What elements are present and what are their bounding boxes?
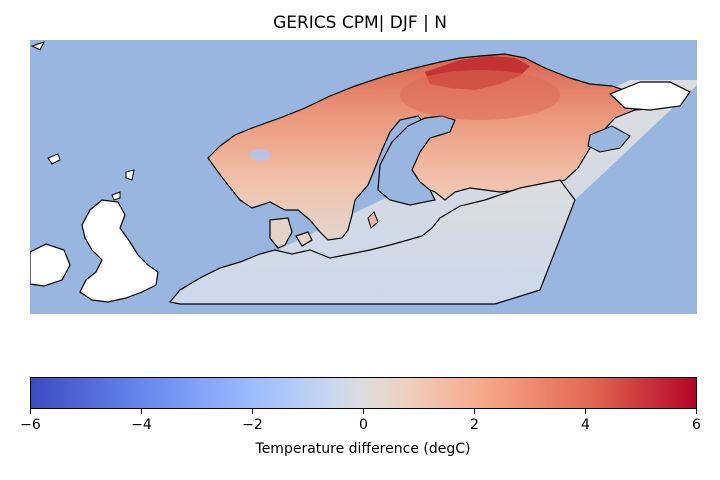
colorbar-tick-mark xyxy=(585,409,586,414)
white-sea xyxy=(587,125,631,153)
colorbar-tick-mark xyxy=(30,409,31,414)
land-orkney xyxy=(111,191,121,201)
land-ireland xyxy=(30,243,71,287)
colorbar-tick-label: 0 xyxy=(359,417,368,433)
land-shetland xyxy=(125,169,135,181)
land-great-britain xyxy=(79,199,159,303)
cool-anomaly-norway xyxy=(250,149,270,161)
gulf-of-bothnia xyxy=(377,115,456,206)
colorbar-tick-mark xyxy=(141,409,142,414)
colorbar xyxy=(30,377,697,409)
colorbar-tick-label: −2 xyxy=(242,417,263,433)
colorbar-tick-mark xyxy=(252,409,253,414)
temperature-difference-map xyxy=(30,40,697,314)
land-gotland xyxy=(367,211,379,229)
colorbar-tick-label: 2 xyxy=(470,417,479,433)
warm-anomaly-mid xyxy=(400,70,560,120)
colorbar-tick-mark xyxy=(696,409,697,414)
land-denmark xyxy=(269,217,293,249)
colorbar-tick-label: 4 xyxy=(581,417,590,433)
land-danish-islands xyxy=(295,231,313,247)
colorbar-label: Temperature difference (degC) xyxy=(255,441,471,457)
colorbar-tick-label: −4 xyxy=(131,417,152,433)
colorbar-tick-mark xyxy=(363,409,364,414)
colorbar-tick-label: −6 xyxy=(20,417,41,433)
figure-title: GERICS CPM| DJF | N xyxy=(273,13,447,33)
land-outside-domain-northeast xyxy=(608,81,691,111)
colorbar-tick-mark xyxy=(474,409,475,414)
land-faroe-islands xyxy=(47,153,61,165)
colorbar-tick-label: 6 xyxy=(692,417,701,433)
land-northwest-islands xyxy=(30,41,45,51)
land-continental-europe xyxy=(168,179,576,305)
